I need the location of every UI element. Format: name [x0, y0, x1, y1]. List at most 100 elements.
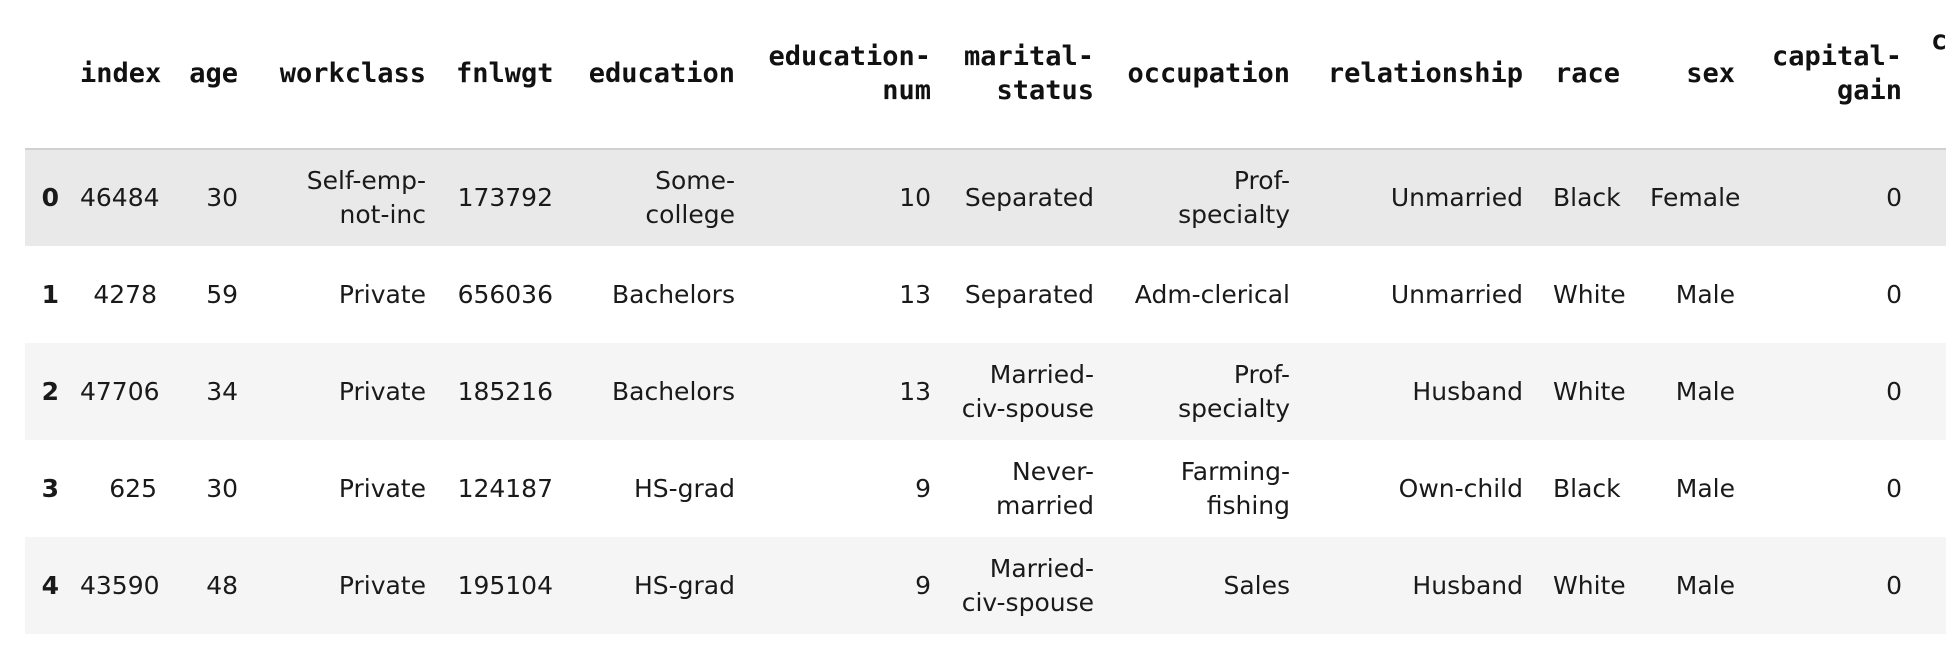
table-cell: 195104	[441, 537, 568, 634]
cell-text: 0	[1886, 376, 1902, 406]
cell-text: 43590	[80, 570, 160, 600]
table-cell: Private	[253, 343, 441, 440]
cell-text-line2: civ-spouse	[961, 393, 1094, 423]
cell-text: Married-	[989, 359, 1094, 389]
column-header-label: fnlwgt	[456, 58, 554, 89]
table-cell: 46484	[65, 149, 172, 246]
table-cell: Private	[253, 246, 441, 343]
cell-text: Male	[1675, 279, 1735, 309]
table-cell: 124187	[441, 440, 568, 537]
cell-text: Private	[338, 570, 426, 600]
table-cell: Male	[1635, 440, 1750, 537]
column-header-age: age	[172, 0, 253, 150]
table-cell: Husband	[1305, 343, 1538, 440]
index-header-corner	[25, 0, 65, 150]
cell-text: White	[1553, 279, 1626, 309]
column-header-label-line2: status	[996, 75, 1094, 106]
cell-text: White	[1553, 376, 1626, 406]
cell-text: 59	[206, 279, 238, 309]
cell-text: Husband	[1412, 570, 1523, 600]
cell-text: 0	[1886, 279, 1902, 309]
table-cell: 625	[65, 440, 172, 537]
table-cell: 4278	[65, 246, 172, 343]
column-header-sex: sex	[1635, 0, 1750, 150]
table-cell: 185216	[441, 343, 568, 440]
column-header-label: education-	[768, 41, 931, 72]
column-header-label: age	[189, 58, 238, 89]
cell-text: Prof-specialty	[1178, 359, 1290, 423]
cell-text: Married-	[989, 553, 1094, 583]
cell-text: Private	[338, 279, 426, 309]
column-header-label: capital-	[1771, 41, 1902, 72]
cell-text-line2: not-inc	[339, 200, 427, 229]
column-header-label-line2: num	[882, 75, 931, 106]
cell-text: Male	[1675, 376, 1735, 406]
column-header-label-line2: gain	[1836, 75, 1902, 106]
cell-text: 13	[899, 279, 931, 309]
table-cell: Separated	[946, 149, 1109, 246]
table-cell: 9	[750, 440, 946, 537]
cell-text: Prof-specialty	[1178, 166, 1290, 229]
table-cell: Adm-clerical	[1109, 246, 1305, 343]
cell-text: 47706	[80, 376, 160, 406]
cell-text: Farming-	[1180, 456, 1290, 486]
table-cell: Some-college	[568, 149, 750, 246]
table-cell: 30	[172, 440, 253, 537]
table-cell: Bachelors	[568, 246, 750, 343]
column-header-label: occupation	[1127, 58, 1290, 89]
column-header-relationship: relationship	[1305, 0, 1538, 150]
cell-text: 0	[1886, 183, 1902, 212]
cell-text: 173792	[457, 183, 553, 212]
table-cell: 48	[172, 537, 253, 634]
cell-text-line2: civ-spouse	[961, 587, 1094, 617]
table-cell-truncated	[1917, 440, 1946, 537]
header-row: index age workclass fnlwgt education edu…	[25, 0, 1946, 150]
cell-text-line2: college	[645, 200, 735, 229]
table-cell: 656036	[441, 246, 568, 343]
cell-text-line2: fishing	[1206, 490, 1290, 520]
table-cell: Male	[1635, 246, 1750, 343]
cell-text: 4278	[93, 279, 157, 309]
table-cell: 0	[1750, 440, 1917, 537]
table-cell: HS-grad	[568, 440, 750, 537]
table-cell: 47706	[65, 343, 172, 440]
column-header-truncated: ca	[1917, 0, 1946, 150]
cell-text: 9	[915, 473, 931, 503]
cell-text: 124187	[457, 473, 553, 503]
table-cell: HS-grad	[568, 537, 750, 634]
table-cell: Sales	[1109, 537, 1305, 634]
cell-text: Husband	[1412, 376, 1523, 406]
cell-text: 46484	[80, 183, 160, 212]
cell-text: Unmarried	[1390, 279, 1523, 309]
cell-text: 30	[206, 183, 238, 212]
cell-text: Separated	[964, 279, 1094, 309]
dataframe-output: index age workclass fnlwgt education edu…	[25, 0, 1946, 634]
table-row: 0 46484 30 Self-emp-not-inc 173792 Some-colle…	[25, 149, 1946, 246]
table-cell: 43590	[65, 537, 172, 634]
table-row: 2 47706 34 Private 185216 Bachelors 13 Married-…	[25, 343, 1946, 440]
cell-text: Never-	[1012, 456, 1094, 486]
table-cell: Black	[1538, 440, 1635, 537]
column-header-label: sex	[1686, 58, 1735, 89]
table-cell: Unmarried	[1305, 149, 1538, 246]
table-cell: Black	[1538, 149, 1635, 246]
cell-text: 625	[109, 473, 157, 503]
column-header-label: marital-	[963, 41, 1094, 72]
table-row: 3 625 30 Private 124187 HS-grad 9 Never-married…	[25, 440, 1946, 537]
cell-text: 48	[206, 570, 238, 600]
table-header: index age workclass fnlwgt education edu…	[25, 0, 1946, 150]
cell-text: Separated	[964, 183, 1094, 212]
table-cell-truncated	[1917, 246, 1946, 343]
table-cell: 0	[1750, 149, 1917, 246]
table-cell: Private	[253, 440, 441, 537]
cell-text: Male	[1675, 473, 1735, 503]
table-cell: Never-married	[946, 440, 1109, 537]
table-row: 1 4278 59 Private 656036 Bachelors 13 Separated…	[25, 246, 1946, 343]
cell-text: 30	[206, 473, 238, 503]
table-cell: Private	[253, 537, 441, 634]
cell-text: Some-	[655, 166, 735, 195]
column-header-index: index	[65, 0, 172, 150]
column-header-education: education	[568, 0, 750, 150]
cell-text: Male	[1675, 570, 1735, 600]
cell-text: Private	[338, 473, 426, 503]
